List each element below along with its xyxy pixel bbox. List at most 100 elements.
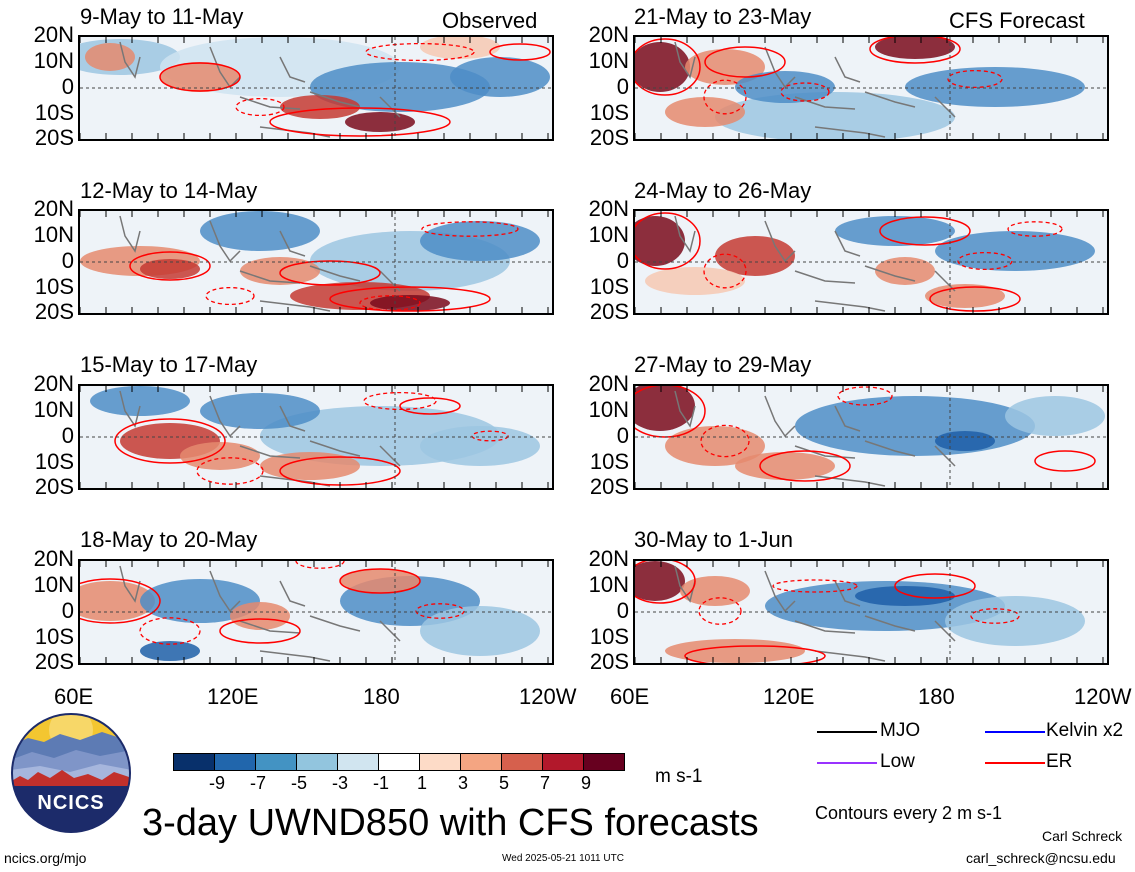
- lat-label-10s-right-1: 10S: [589, 100, 629, 125]
- er-contour-negative: [957, 251, 1013, 271]
- anomaly-field: [420, 221, 540, 261]
- er-contour-negative: [1007, 221, 1063, 237]
- map-panel-30-may-1-jun: [633, 559, 1109, 665]
- anomaly-field: [635, 216, 685, 266]
- er-contour: [635, 561, 696, 604]
- er-contour-negative: [703, 253, 747, 289]
- anomaly-field: [635, 42, 690, 92]
- colorbar-swatch-8: [502, 754, 543, 770]
- anomaly-field: [680, 576, 750, 606]
- lat-label-10n-left-3: 10N: [33, 397, 74, 422]
- map-panel-21-23-may: [633, 35, 1109, 141]
- anomaly-field: [665, 426, 765, 466]
- anomaly-field: [310, 62, 490, 112]
- lat-label-20n-left-1: 20N: [33, 22, 74, 47]
- colorbar: [173, 753, 625, 771]
- er-contour: [704, 46, 786, 78]
- anomaly-field: [635, 386, 695, 431]
- lat-label-10n-left-4: 10N: [33, 572, 74, 597]
- er-contour-negative: [235, 97, 285, 117]
- anomaly-field: [140, 259, 200, 279]
- footer-author: Carl Schreck: [1042, 828, 1123, 844]
- panel-title-5: 21-May to 23-May: [634, 4, 812, 29]
- anomaly-field: [635, 561, 685, 601]
- colorbar-swatch-6: [420, 754, 461, 770]
- lon-label-60e-right: 60E: [610, 684, 650, 709]
- coastline: [119, 215, 401, 312]
- lat-label-10n-left-2: 10N: [33, 222, 74, 247]
- logo-text: NCICS: [37, 792, 105, 814]
- coastline: [119, 390, 401, 487]
- anomaly-field: [345, 112, 415, 132]
- lon-label-60e-left: 60E: [54, 684, 94, 709]
- colorbar-tick--5: -5: [290, 773, 307, 793]
- footer-url: ncics.org/mjo: [4, 850, 87, 866]
- anomaly-field: [795, 396, 1035, 456]
- coastline: [674, 215, 956, 312]
- anomaly-field: [420, 606, 540, 656]
- anomaly-field: [160, 62, 240, 92]
- er-contour-negative: [421, 221, 519, 237]
- legend-label-low: Low: [880, 751, 915, 772]
- colorbar-tick-7: 7: [539, 773, 550, 793]
- lat-label-10s-left-2: 10S: [34, 274, 74, 299]
- anomaly-field: [200, 393, 320, 429]
- er-contour-negative: [365, 42, 475, 62]
- colorbar-swatch-3: [297, 754, 338, 770]
- footer-timestamp: Wed 2025-05-21 1011 UTC: [502, 853, 624, 864]
- lon-label-120e-right: 120E: [763, 684, 815, 709]
- lat-label-20n-left-3: 20N: [33, 371, 74, 396]
- anomaly-field: [260, 452, 360, 480]
- lat-label-20s-right-2: 20S: [589, 299, 629, 324]
- lat-label-20s-left-2: 20S: [34, 299, 74, 324]
- lat-label-20s-left-3: 20S: [34, 474, 74, 499]
- colorbar-swatch-10: [584, 754, 624, 770]
- er-contour-negative: [947, 69, 1003, 89]
- lat-label-20n-right-3: 20N: [588, 371, 629, 396]
- map-panel-12-14-may: [78, 209, 554, 315]
- er-contour: [879, 216, 971, 246]
- map-panel-27-29-may: [633, 384, 1109, 490]
- lat-label-10n-right-1: 10N: [588, 48, 629, 73]
- lat-label-10n-right-2: 10N: [588, 222, 629, 247]
- legend-line-er: [985, 762, 1045, 764]
- er-contour: [114, 418, 226, 464]
- er-contour-negative: [471, 430, 509, 442]
- lat-label-eq-right-4: 0: [616, 598, 629, 623]
- er-contour: [635, 212, 701, 270]
- panel-title-1: 9-May to 11-May: [80, 4, 244, 29]
- lat-label-eq-right-2: 0: [616, 248, 629, 273]
- er-contour-negative: [772, 579, 858, 593]
- map-panel-9-11-may: [78, 35, 554, 141]
- er-contour: [1034, 450, 1096, 472]
- lat-label-20s-left-4: 20S: [34, 649, 74, 674]
- er-contour: [869, 37, 961, 64]
- anomaly-field: [645, 267, 745, 295]
- colorbar-tick-5: 5: [498, 773, 509, 793]
- legend-label-mjo: MJO: [880, 720, 921, 741]
- anomaly-field: [945, 596, 1085, 646]
- er-contour: [279, 260, 381, 286]
- lon-label-180-left: 180: [363, 684, 400, 709]
- forecast-tag: CFS Forecast: [949, 8, 1085, 33]
- anomaly-field: [340, 569, 420, 593]
- map-panel-24-26-may: [633, 209, 1109, 315]
- er-contour: [684, 645, 826, 663]
- er-contour: [635, 38, 701, 96]
- er-contour: [329, 286, 491, 312]
- coastline: [674, 390, 956, 487]
- colorbar-tick--7: -7: [249, 773, 266, 793]
- er-contour: [399, 397, 461, 415]
- er-contour: [219, 618, 301, 644]
- panel-title-8: 30-May to 1-Jun: [634, 527, 793, 552]
- coastline: [674, 41, 956, 138]
- er-contour-negative: [703, 79, 747, 115]
- anomaly-field: [180, 442, 260, 470]
- anomaly-field: [875, 257, 935, 285]
- colorbar-swatch-7: [461, 754, 502, 770]
- er-contour: [129, 251, 211, 281]
- er-contour: [489, 43, 551, 61]
- colorbar-tick-9: 9: [580, 773, 591, 793]
- er-contour-negative: [700, 424, 750, 458]
- lat-label-eq-right-1: 0: [616, 74, 629, 99]
